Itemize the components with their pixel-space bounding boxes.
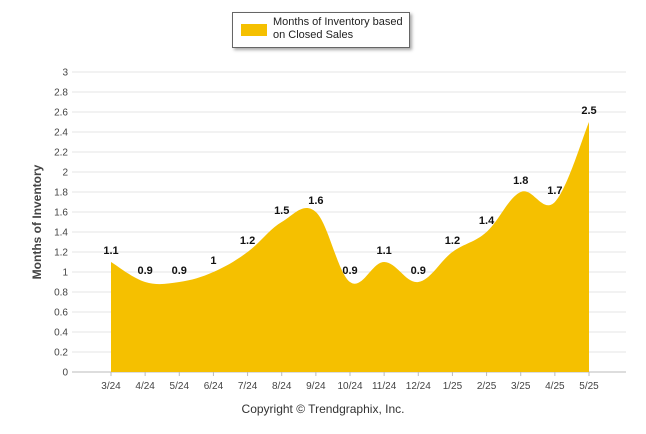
- data-label: 1.6: [308, 195, 323, 207]
- y-axis-ticks: 0 0.2 0.4 0.6 0.8 1 1.2 1.4 1.6 1.8 2 2.2 2.4 2.6 2.8 3: [54, 68, 68, 379]
- x-tick-label: 3/25: [511, 381, 531, 392]
- copyright-text: Copyright © Trendgraphix, Inc.: [241, 402, 405, 416]
- x-tick-label: 7/24: [238, 381, 258, 392]
- data-label: 1.1: [103, 245, 118, 257]
- y-tick-label: 0.8: [54, 288, 68, 299]
- x-tick-label: 11/24: [372, 381, 397, 392]
- x-tick-label: 4/24: [135, 381, 155, 392]
- y-tick-label: 1.6: [54, 208, 68, 219]
- legend-swatch: [241, 24, 267, 36]
- x-tick-label: 1/25: [443, 381, 463, 392]
- y-tick-label: 1.8: [54, 188, 68, 199]
- data-label: 1.5: [274, 205, 289, 217]
- data-label: 1: [210, 255, 216, 267]
- legend-label: Months of Inventory based on Closed Sale…: [273, 16, 403, 41]
- data-label: 2.5: [581, 105, 596, 117]
- x-tick-label: 3/24: [101, 381, 121, 392]
- y-tick-label: 1.4: [54, 228, 68, 239]
- x-tick-label: 10/24: [337, 381, 362, 392]
- y-tick-label: 3: [62, 68, 68, 79]
- data-label: 1.1: [376, 245, 391, 257]
- area-fill: [111, 122, 589, 372]
- data-labels: 1.1 0.9 0.9 1 1.2 1.5 1.6 0.9 1.1 0.9 1.2 1.4 1.8 1.7…: [103, 105, 596, 277]
- y-axis-title: Months of Inventory: [30, 164, 44, 279]
- data-label: 1.4: [479, 215, 495, 227]
- y-tick-label: 1: [62, 268, 68, 279]
- x-tick-label: 8/24: [272, 381, 292, 392]
- x-axis-ticks: 3/24 4/24 5/24 6/24 7/24 8/24 9/24 10/24 11/24 12…: [101, 372, 599, 392]
- data-label: 1.2: [240, 235, 255, 247]
- data-label: 1.2: [445, 235, 460, 247]
- legend: Months of Inventory based on Closed Sale…: [232, 12, 410, 48]
- y-tick-label: 0: [62, 368, 68, 379]
- data-label: 0.9: [137, 265, 152, 277]
- x-tick-label: 6/24: [204, 381, 224, 392]
- area-series: [110, 121, 590, 372]
- y-tick-label: 0.2: [54, 348, 68, 359]
- data-label: 0.9: [172, 265, 187, 277]
- y-tick-label: 2.6: [54, 108, 68, 119]
- x-tick-label: 5/25: [579, 381, 599, 392]
- y-tick-label: 0.4: [54, 328, 68, 339]
- x-tick-label: 9/24: [306, 381, 326, 392]
- y-tick-label: 1.2: [54, 248, 68, 259]
- x-tick-label: 2/25: [477, 381, 497, 392]
- y-tick-label: 0.6: [54, 308, 68, 319]
- data-label: 0.9: [411, 265, 426, 277]
- y-tick-label: 2.8: [54, 88, 68, 99]
- y-tick-label: 2.2: [54, 148, 68, 159]
- x-tick-label: 4/25: [545, 381, 565, 392]
- y-tick-label: 2.4: [54, 128, 68, 139]
- data-label: 1.7: [547, 185, 562, 197]
- x-tick-label: 5/24: [170, 381, 190, 392]
- data-label: 1.8: [513, 175, 528, 187]
- y-tick-label: 2: [62, 168, 68, 179]
- x-tick-label: 12/24: [406, 381, 431, 392]
- data-label: 0.9: [342, 265, 357, 277]
